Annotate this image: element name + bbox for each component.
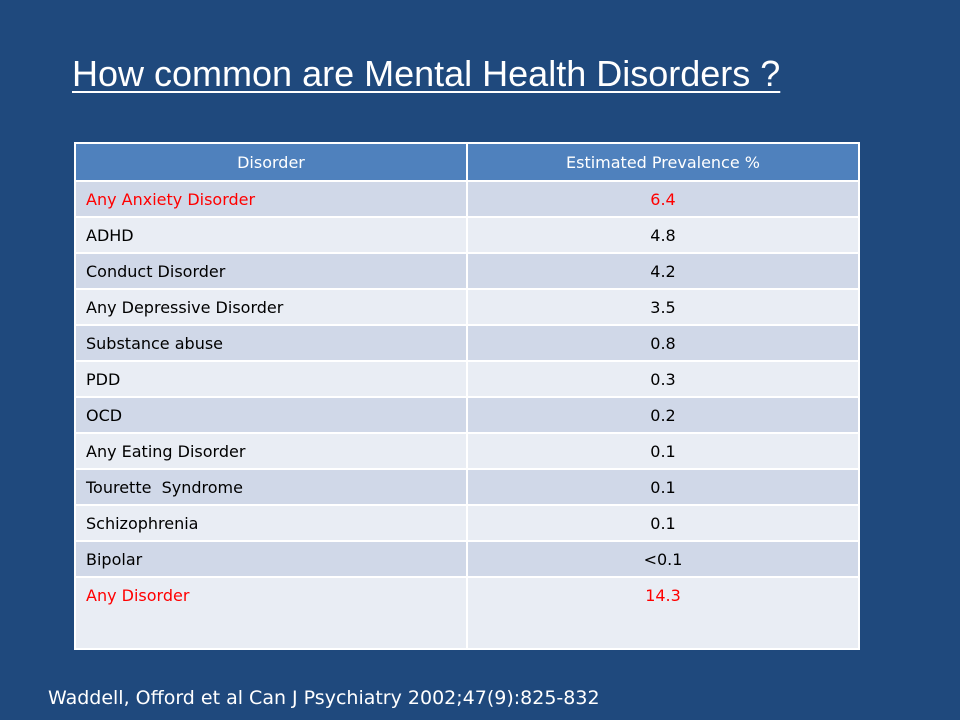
disorder-cell: Any Disorder [74,576,468,650]
table-row: Substance abuse 0.8 [74,324,860,362]
prevalence-cell: 3.5 [466,288,860,326]
prevalence-cell: 0.1 [466,432,860,470]
table-row: Bipolar <0.1 [74,540,860,578]
table-row: Conduct Disorder 4.2 [74,252,860,290]
prevalence-cell: 0.8 [466,324,860,362]
disorder-cell: Any Anxiety Disorder [74,180,468,218]
table-row-total: Any Disorder 14.3 [74,576,860,650]
prevalence-cell: 6.4 [466,180,860,218]
prevalence-cell: 14.3 [466,576,860,650]
prevalence-table: Disorder Estimated Prevalence % Any Anxi… [74,142,860,650]
table-row: ADHD 4.8 [74,216,860,254]
disorder-cell: Tourette Syndrome [74,468,468,506]
disorder-cell: Bipolar [74,540,468,578]
citation: Waddell, Offord et al Can J Psychiatry 2… [48,687,600,709]
table-row: Schizophrenia 0.1 [74,504,860,542]
header-disorder: Disorder [74,142,468,182]
disorder-cell: PDD [74,360,468,398]
disorder-cell: OCD [74,396,468,434]
table-row: Any Anxiety Disorder 6.4 [74,180,860,218]
prevalence-cell: 0.1 [466,468,860,506]
header-prevalence: Estimated Prevalence % [466,142,860,182]
disorder-cell: Any Depressive Disorder [74,288,468,326]
slide-title: How common are Mental Health Disorders ? [72,53,781,94]
table-row: Any Depressive Disorder 3.5 [74,288,860,326]
table-row: OCD 0.2 [74,396,860,434]
prevalence-cell: 4.2 [466,252,860,290]
table-row: PDD 0.3 [74,360,860,398]
prevalence-cell: 0.3 [466,360,860,398]
prevalence-cell: 0.2 [466,396,860,434]
table-row: Any Eating Disorder 0.1 [74,432,860,470]
disorder-cell: Substance abuse [74,324,468,362]
disorder-cell: ADHD [74,216,468,254]
disorder-cell: Any Eating Disorder [74,432,468,470]
disorder-cell: Schizophrenia [74,504,468,542]
prevalence-cell: 0.1 [466,504,860,542]
prevalence-cell: 4.8 [466,216,860,254]
table-header-row: Disorder Estimated Prevalence % [74,142,860,182]
prevalence-cell: <0.1 [466,540,860,578]
disorder-cell: Conduct Disorder [74,252,468,290]
table-row: Tourette Syndrome 0.1 [74,468,860,506]
